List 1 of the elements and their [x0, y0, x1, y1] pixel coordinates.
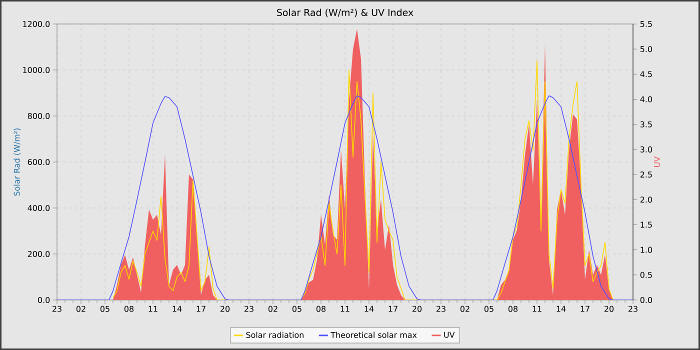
chart-title: Solar Rad (W/m²) & UV Index	[277, 8, 414, 18]
